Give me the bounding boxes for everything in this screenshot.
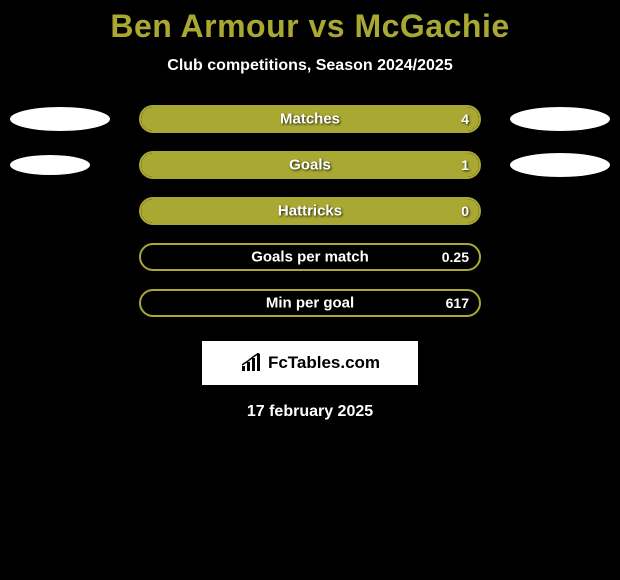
stat-value: 0 — [461, 203, 469, 219]
logo-box: FcTables.com — [202, 341, 418, 385]
stat-label: Matches — [280, 111, 340, 128]
bar-chart-icon — [240, 353, 264, 373]
stat-bar: Matches 4 — [139, 105, 481, 133]
stats-area: Matches 4 Goals 1 Hattricks 0 Goals per match 0… — [0, 105, 620, 317]
logo-content: FcTables.com — [240, 353, 380, 373]
stat-label: Goals per match — [251, 249, 369, 266]
player-left-marker — [10, 107, 110, 131]
stat-bar: Min per goal 617 — [139, 289, 481, 317]
player-right-marker — [510, 153, 610, 177]
stat-bar: Goals 1 — [139, 151, 481, 179]
stat-value: 4 — [461, 111, 469, 127]
comparison-infographic: Ben Armour vs McGachie Club competitions… — [0, 0, 620, 421]
stat-bar: Goals per match 0.25 — [139, 243, 481, 271]
stat-row: Hattricks 0 — [0, 197, 620, 225]
stat-row: Goals per match 0.25 — [0, 243, 620, 271]
page-title: Ben Armour vs McGachie — [0, 8, 620, 45]
stat-row: Goals 1 — [0, 151, 620, 179]
stat-value: 1 — [461, 157, 469, 173]
stat-value: 0.25 — [442, 249, 469, 265]
stat-row: Matches 4 — [0, 105, 620, 133]
stat-label: Min per goal — [266, 295, 354, 312]
subtitle: Club competitions, Season 2024/2025 — [0, 57, 620, 75]
date-text: 17 february 2025 — [0, 403, 620, 421]
stat-label: Goals — [289, 157, 331, 174]
player-right-marker — [510, 107, 610, 131]
stat-value: 617 — [446, 295, 469, 311]
stat-label: Hattricks — [278, 203, 342, 220]
stat-row: Min per goal 617 — [0, 289, 620, 317]
logo-text: FcTables.com — [268, 353, 380, 373]
player-left-marker — [10, 155, 90, 175]
stat-bar: Hattricks 0 — [139, 197, 481, 225]
